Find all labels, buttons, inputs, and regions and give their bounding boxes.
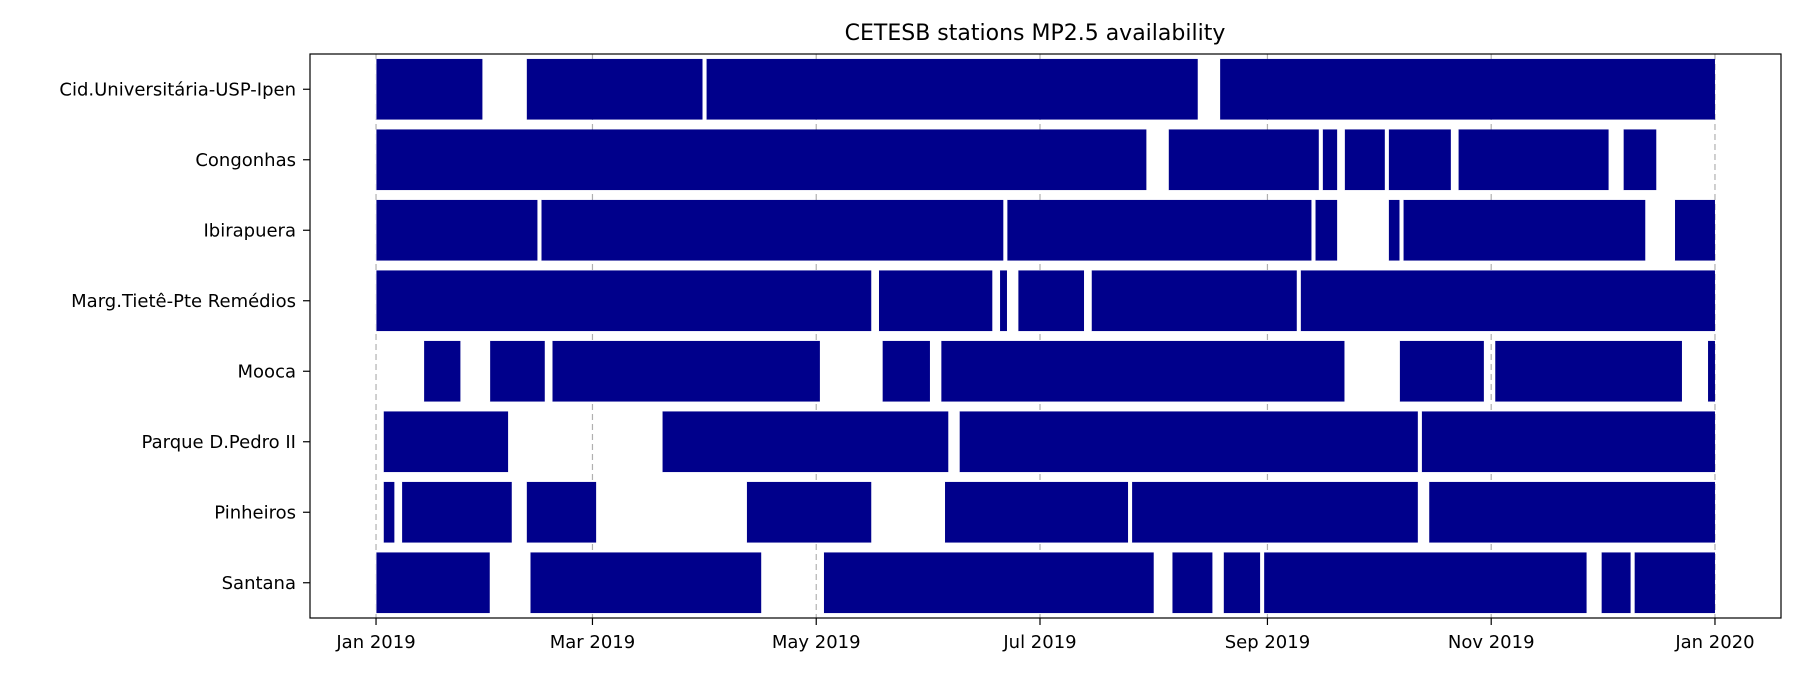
availability-bar	[1223, 552, 1261, 614]
plot-frame	[309, 53, 1782, 619]
availability-bar	[1172, 552, 1213, 614]
availability-bar	[1006, 199, 1312, 261]
station-label: Cid.Universitária-USP-Ipen	[59, 79, 296, 100]
availability-bar	[878, 270, 993, 332]
availability-bar	[1458, 129, 1609, 191]
availability-bar	[1300, 270, 1715, 332]
availability-bar	[882, 340, 930, 402]
chart-title: CETESB stations MP2.5 availability	[845, 21, 1226, 46]
x-tick-label: Mar 2019	[550, 632, 636, 653]
availability-bar	[944, 481, 1129, 543]
availability-bar	[1344, 129, 1385, 191]
station-label: Parque D.Pedro II	[142, 432, 296, 453]
availability-bar	[1388, 129, 1451, 191]
availability-bar	[376, 58, 483, 120]
availability-bar	[1707, 340, 1715, 402]
availability-bar	[1428, 481, 1715, 543]
availability-bar	[1601, 552, 1631, 614]
availability-bar	[489, 340, 545, 402]
availability-bar	[376, 129, 1147, 191]
availability-bar	[1388, 199, 1400, 261]
station-labels: Cid.Universitária-USP-Ipen Congonhas Ibira…	[59, 79, 310, 594]
station-label: Santana	[222, 573, 296, 594]
availability-bar	[376, 199, 538, 261]
availability-bar	[1322, 129, 1338, 191]
x-tick-label: May 2019	[772, 632, 861, 653]
availability-bars	[375, 58, 1715, 614]
availability-bar	[552, 340, 820, 402]
availability-bar	[1219, 58, 1715, 120]
station-label: Congonhas	[195, 150, 296, 171]
availability-bar	[1017, 270, 1085, 332]
availability-bar	[1403, 199, 1646, 261]
availability-bar	[1674, 199, 1715, 261]
availability-bar	[526, 58, 703, 120]
availability-bar	[1263, 552, 1587, 614]
availability-bar	[940, 340, 1345, 402]
availability-bar	[1623, 129, 1657, 191]
availability-bar	[1315, 199, 1338, 261]
availability-bar	[376, 270, 872, 332]
x-tick-label: Sep 2019	[1225, 632, 1310, 653]
availability-bar	[376, 552, 490, 614]
availability-bar	[530, 552, 762, 614]
x-tick-label: Jan 2019	[335, 632, 415, 653]
availability-bar	[706, 58, 1198, 120]
availability-bar	[1494, 340, 1682, 402]
availability-bar	[423, 340, 461, 402]
availability-bar	[1399, 340, 1484, 402]
availability-bar	[959, 411, 1418, 473]
availability-bar	[662, 411, 949, 473]
availability-bar	[1091, 270, 1297, 332]
x-axis-ticks: Jan 2019 Mar 2019 May 2019 Jul 2019 Sep 2019…	[335, 618, 1755, 653]
availability-bar	[746, 481, 872, 543]
x-tick-label: Nov 2019	[1448, 632, 1535, 653]
availability-bar	[383, 411, 509, 473]
x-tick-label: Jan 2020	[1674, 632, 1754, 653]
station-label: Marg.Tietê-Pte Remédios	[71, 291, 296, 312]
station-label: Pinheiros	[214, 502, 296, 523]
availability-bar	[1131, 481, 1418, 543]
availability-bar	[1634, 552, 1715, 614]
availability-bar	[1421, 411, 1715, 473]
availability-bar	[383, 481, 395, 543]
availability-bar	[526, 481, 597, 543]
station-label: Mooca	[238, 361, 296, 382]
availability-bar	[401, 481, 512, 543]
availability-bar	[1168, 129, 1319, 191]
availability-bar	[823, 552, 1154, 614]
availability-bar	[541, 199, 1004, 261]
availability-bar	[999, 270, 1007, 332]
x-tick-label: Jul 2019	[1002, 632, 1076, 653]
station-label: Ibirapuera	[203, 220, 296, 241]
